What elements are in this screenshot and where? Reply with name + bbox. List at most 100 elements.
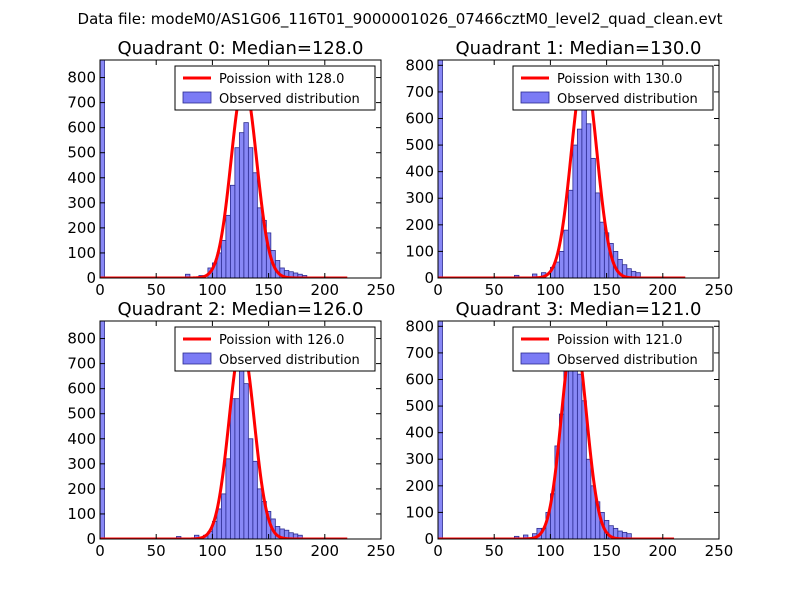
x-tick-label: 150 <box>254 281 283 299</box>
y-tick-label: 500 <box>405 397 434 415</box>
x-tick-label: 100 <box>536 281 565 299</box>
y-tick-label: 200 <box>405 216 434 234</box>
y-tick-label: 0 <box>86 530 96 548</box>
panel-title: Quadrant 2: Median=126.0 <box>118 299 364 320</box>
histogram-bar <box>576 128 583 278</box>
x-tick-label: 0 <box>433 281 443 299</box>
y-tick-label: 100 <box>67 244 96 262</box>
histogram-bar <box>229 398 236 539</box>
histogram-bar <box>585 458 592 539</box>
y-tick-label: 200 <box>67 480 96 498</box>
y-tick-label: 600 <box>405 109 434 127</box>
y-tick-label: 500 <box>67 405 96 423</box>
y-tick-label: 300 <box>405 189 434 207</box>
x-tick-label: 0 <box>95 542 105 560</box>
histogram-bar <box>558 251 565 278</box>
histogram-bar <box>297 534 303 539</box>
histogram-bar <box>247 147 254 278</box>
histogram-bar <box>225 458 231 539</box>
x-tick-label: 250 <box>367 281 396 299</box>
histogram-bar <box>220 240 227 278</box>
histogram-bar <box>100 321 105 539</box>
x-tick-label: 200 <box>648 281 677 299</box>
y-tick-label: 0 <box>86 269 96 287</box>
x-tick-label: 200 <box>310 281 339 299</box>
legend: Poission with 126.0 Observed distribution <box>174 326 376 372</box>
histogram-bar <box>247 438 254 539</box>
x-tick-label: 50 <box>485 542 504 560</box>
legend-bar-swatch <box>182 91 212 104</box>
histogram-bar <box>599 221 605 278</box>
histogram-bar <box>234 147 240 278</box>
y-tick-label: 300 <box>405 450 434 468</box>
legend-label-poisson: Poission with 128.0 <box>219 72 344 87</box>
histogram-bar <box>572 144 578 278</box>
x-tick-label: 200 <box>310 542 339 560</box>
histogram-bar <box>438 321 443 539</box>
histogram-bar <box>567 189 574 278</box>
x-tick-label: 100 <box>536 542 565 560</box>
y-tick-label: 100 <box>67 505 96 523</box>
histogram-bar <box>220 493 227 539</box>
legend-bar-swatch <box>520 352 550 365</box>
legend-label-observed: Observed distribution <box>219 92 360 107</box>
y-tick-label: 300 <box>67 194 96 212</box>
y-tick-label: 700 <box>67 355 96 373</box>
plot-area <box>438 321 675 539</box>
x-tick-label: 0 <box>95 281 105 299</box>
legend-label-poisson: Poission with 126.0 <box>219 333 344 348</box>
y-tick-label: 300 <box>67 455 96 473</box>
histogram-bar <box>238 132 245 278</box>
poisson-curve-line <box>438 69 687 278</box>
histogram-bar <box>238 365 245 539</box>
panel-title: Quadrant 0: Median=128.0 <box>118 38 364 59</box>
y-tick-label: 800 <box>405 317 434 335</box>
y-tick-label: 800 <box>67 69 96 87</box>
histogram-bar <box>185 273 191 278</box>
histogram-bar <box>563 229 569 278</box>
histogram-bar <box>229 184 236 278</box>
panel-title: Quadrant 3: Median=121.0 <box>456 299 702 320</box>
y-tick-label: 600 <box>67 119 96 137</box>
axes-frame <box>437 59 720 279</box>
poisson-curve-line <box>100 81 349 278</box>
y-tick-label: 400 <box>405 163 434 181</box>
legend-label-observed: Observed distribution <box>557 353 698 368</box>
histogram-bar <box>243 122 249 278</box>
histogram-bar <box>252 460 258 539</box>
legend-bar-swatch <box>182 352 212 365</box>
chart-panel-quadrant-0: 0 50 100 150 200 250 0 100 200 300 400 500 600 700 800… <box>67 38 395 299</box>
y-tick-label: 700 <box>405 83 434 101</box>
histogram-bar <box>523 534 529 539</box>
legend: Poission with 130.0 Observed distribution <box>512 65 714 111</box>
chart-panel-quadrant-1: 0 50 100 150 200 250 0 100 200 300 400 500 600 700 800… <box>405 38 733 299</box>
y-tick-label: 400 <box>67 169 96 187</box>
y-tick-label: 100 <box>405 242 434 260</box>
y-tick-label: 700 <box>67 94 96 112</box>
plot-area <box>100 60 349 278</box>
legend: Poission with 128.0 Observed distribution <box>174 65 376 111</box>
y-tick-label: 100 <box>405 503 434 521</box>
axes-frame <box>437 320 720 540</box>
x-tick-label: 150 <box>592 542 621 560</box>
x-tick-label: 250 <box>705 281 734 299</box>
histogram-bar <box>234 398 240 539</box>
plot-area <box>438 60 687 278</box>
y-tick-label: 600 <box>405 370 434 388</box>
histogram-bar <box>594 192 601 278</box>
poisson-curve-line <box>100 342 349 539</box>
x-tick-label: 50 <box>147 542 166 560</box>
histogram-bar <box>576 373 583 539</box>
figure-suptitle: Data file: modeM0/AS1G06_116T01_90000010… <box>78 10 723 29</box>
histogram-bar <box>225 214 231 278</box>
legend-label-observed: Observed distribution <box>557 92 698 107</box>
x-tick-label: 150 <box>592 281 621 299</box>
histogram-bar <box>585 123 592 278</box>
histogram-bar <box>256 207 263 278</box>
y-tick-label: 200 <box>405 477 434 495</box>
y-tick-label: 800 <box>405 56 434 74</box>
y-tick-label: 500 <box>405 136 434 154</box>
axes-frame <box>99 59 382 279</box>
x-tick-label: 200 <box>648 542 677 560</box>
